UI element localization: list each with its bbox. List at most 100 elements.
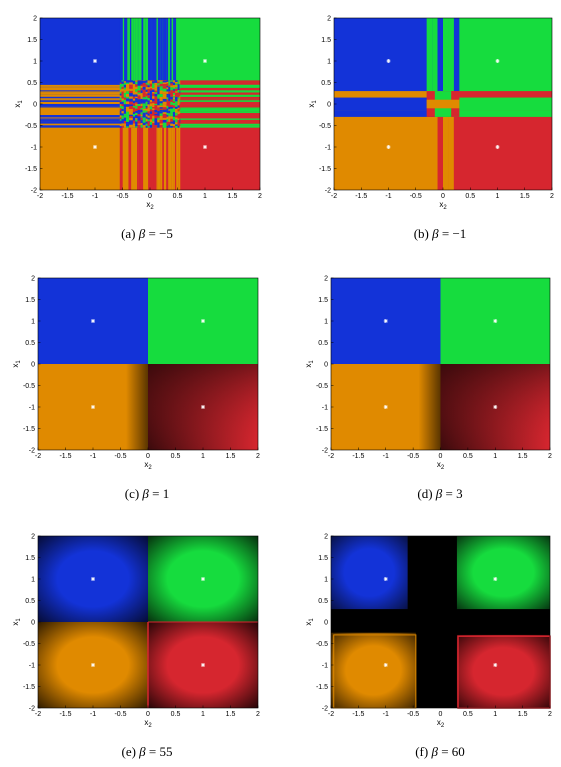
stripe-cell [147,80,150,81]
stripe-cell [177,97,180,100]
x-tick-label: -1.5 [352,453,364,460]
stripe-cell [145,84,148,87]
x-tick-label: -2 [35,453,41,460]
stripe-horizontal [150,107,260,109]
stripe-cell [142,122,146,126]
x-tick-label: 1 [201,711,205,718]
x-tick-label: -1.5 [61,193,73,200]
stripe-cell [175,84,178,88]
stripe-cell [142,120,146,123]
x-tick-label: 1.5 [226,711,236,718]
stripe-horizontal [150,118,260,120]
plot-e: -2 -1.5 -1 -0.5 0 0.5 1 1.5 2 2 1.5 1 0.5 0 -0.5 -1 -1.5… [11,534,260,730]
caption-value: 3 [456,486,463,501]
stripe-cell [121,86,124,89]
stripe-cell [175,120,178,123]
x-axis-label: x2 [144,460,152,471]
stripe-cell [179,114,181,117]
x-axis-label: x2 [144,718,152,729]
stripe-cell [123,104,126,106]
stripe-cell [132,94,136,97]
caption-value: 60 [451,744,465,759]
stripe-cell [175,83,178,85]
stripe-horizontal [150,106,260,108]
stripe-cell [157,101,160,103]
stripe-vertical [156,18,158,104]
x-tick-label: 1 [201,453,205,460]
stripe-cell [125,93,130,97]
stripe-cell [159,121,163,124]
stripe-cell [137,116,141,119]
x-tick-label: -0.5 [114,711,126,718]
center-marker [383,405,388,409]
stripe-vertical [157,104,161,190]
y-tick-label: 2 [324,276,328,283]
stripe-vertical [125,18,128,104]
stripe-cell [125,123,130,127]
stripe-cell [168,124,171,127]
stripe-cell [140,109,143,113]
stripe-cell [137,85,141,89]
stripe-cell [152,121,155,124]
stripe-cell [135,123,138,125]
caption-a: (a) β = −5 [47,226,247,242]
y-tick-label: 1 [33,59,37,66]
stripe-horizontal [150,94,260,97]
panel-d: -2 -1.5 -1 -0.5 0 0.5 1 1.5 2 2 1.5 1 0.5 0 -0.5 -1 -1.5… [280,256,561,512]
stripe-cell [170,104,173,107]
stripe-cell [135,100,138,103]
stripe-cell [123,113,126,116]
stripe-cell [135,119,138,122]
stripe-cell [140,93,143,96]
x-tick-label: -1.5 [59,711,71,718]
stripe-horizontal [150,98,260,100]
stripe-cell [121,91,124,95]
stripe-vertical [176,104,179,190]
stripe-cell [159,101,163,104]
stripe-vertical [128,104,130,190]
stripe-cell [179,124,181,127]
plot-svg: -2 -1.5 -1 -0.5 0 0.5 1 1.5 2 2 1.5 1 0.5 0 -0.5 -1 -1.5… [11,276,260,472]
stripe-cell [159,111,163,114]
stripe-vertical [443,104,449,190]
plot-d: -2 -1.5 -1 -0.5 0 0.5 1 1.5 2 2 1.5 1 0.5 0 -0.5 -1 -1.5… [304,276,552,472]
stripe-vertical [163,104,167,190]
region-red [456,634,550,708]
y-tick-label: 2 [324,534,328,541]
stripe-cell [142,95,146,98]
y-tick-label: 0 [327,102,331,109]
y-axis-label: x1 [11,360,22,368]
stripe-cell [168,80,171,84]
stripe-cell [147,83,150,86]
plot-a: -2 -1.5 -1 -0.5 0 0.5 1 1.5 2 2 1.5 1 0.5 0 -0.5 -1 -1.5… [13,16,262,212]
stripe-cell [140,87,143,91]
stripe-cell [170,90,173,93]
stripe-cell [135,112,138,116]
stripe-cell [154,101,158,104]
stripe-horizontal [150,86,260,88]
stripe-cell [172,111,176,115]
stripe-cell [154,118,158,121]
stripe-cell [149,86,153,89]
stripe-cell [166,86,169,88]
stripe-cell [123,87,126,90]
stripe-cell [154,93,158,97]
stripe-cell [168,109,171,111]
stripe-cell [154,103,158,106]
stripe-cell [179,119,181,121]
stripe-cell [179,99,181,101]
stripe-cell [177,116,180,119]
stripe-cell [177,82,180,85]
stripe-cell [135,118,138,120]
stripe-horizontal [40,114,150,118]
stripe-horizontal [150,125,260,128]
stripe-vertical [443,18,449,104]
stripe-cell [121,119,124,122]
stripe-cell [147,117,150,120]
x-tick-label: -1 [90,453,96,460]
stripe-cell [152,91,155,94]
stripe-vertical [143,18,146,104]
stripe-cell [172,99,176,102]
center-marker [383,319,388,323]
stripe-cell [166,105,169,109]
